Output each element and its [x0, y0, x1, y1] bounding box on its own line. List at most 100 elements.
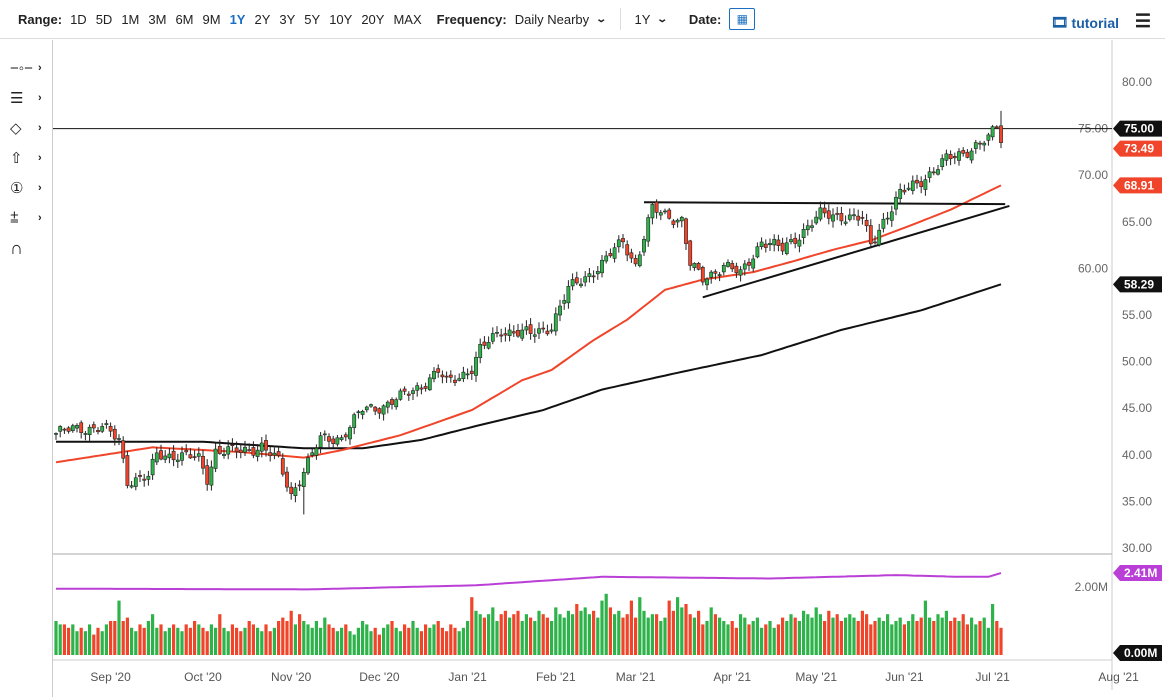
range-3y[interactable]: 3Y	[279, 11, 296, 27]
volume-bar	[499, 614, 503, 655]
hamburger-menu-icon[interactable]: ☰	[1134, 11, 1151, 31]
candle-body	[406, 393, 411, 396]
volume-bar	[419, 631, 423, 655]
volume-y-tick-label: 2.00M	[1075, 580, 1108, 594]
range-6m[interactable]: 6M	[175, 11, 194, 27]
candle-body	[150, 458, 155, 476]
range-9m[interactable]: 9M	[202, 11, 221, 27]
candle-body	[994, 126, 999, 129]
annotation-tool-button[interactable]: ① ›	[10, 176, 50, 200]
volume-bar	[495, 621, 499, 655]
candle-body	[402, 388, 407, 392]
range-5d[interactable]: 5D	[95, 11, 113, 27]
candles	[54, 110, 1003, 515]
candle-body	[852, 214, 856, 217]
volume-bar	[319, 627, 323, 655]
candle-body	[545, 330, 550, 335]
tutorial-link[interactable]: 🎞︎ tutorial	[1051, 14, 1119, 31]
volume-bar	[146, 621, 150, 655]
candle-body	[184, 450, 189, 453]
candle-body	[805, 225, 810, 231]
volume-bar	[575, 604, 579, 655]
x-tick-label: Mar '21	[616, 670, 656, 684]
volume-bar	[739, 614, 743, 655]
candle-body	[507, 329, 512, 336]
line-tool-button[interactable]: −◦− ›	[10, 56, 50, 80]
range-max[interactable]: MAX	[393, 11, 422, 27]
volume-bar	[659, 621, 663, 655]
shape-tool-button[interactable]: ◇ ›	[10, 116, 50, 140]
candle-body	[889, 211, 894, 221]
period-dropdown[interactable]: 1Y ⌄	[635, 12, 669, 27]
range-3m[interactable]: 3M	[148, 11, 167, 27]
volume-bars	[54, 593, 1003, 655]
candle-body	[982, 142, 987, 146]
volume-bar	[730, 621, 734, 655]
measure-tool-icon: ⩲	[10, 209, 19, 227]
arrow-tool-button[interactable]: ⇧ ›	[10, 146, 50, 170]
candle-body	[276, 451, 281, 457]
volume-bar	[856, 621, 860, 655]
volume-bar	[83, 631, 87, 655]
volume-bar	[881, 621, 885, 655]
candle-body	[381, 405, 386, 415]
candle-body	[175, 459, 180, 462]
candle-body	[931, 171, 936, 174]
range-1d[interactable]: 1D	[70, 11, 87, 27]
volume-bar	[688, 614, 692, 655]
candle-body	[70, 425, 75, 432]
volume-bar	[865, 614, 869, 655]
volume-bar	[323, 617, 327, 655]
range-1y[interactable]: 1Y	[229, 11, 246, 27]
candle-body	[398, 390, 403, 400]
candle-body	[923, 179, 928, 190]
candle-body	[759, 241, 764, 248]
volume-bar	[583, 607, 587, 655]
candle-body	[516, 330, 520, 337]
candle-body	[339, 437, 344, 440]
candle-body	[104, 423, 109, 425]
y-tick-label: 50.00	[1122, 355, 1152, 369]
volume-bar	[369, 631, 373, 655]
volume-bar	[113, 621, 117, 655]
candle-body	[973, 142, 978, 149]
range-5y[interactable]: 5Y	[304, 11, 321, 27]
candle-body	[537, 328, 541, 334]
volume-bar	[54, 621, 58, 655]
frequency-dropdown[interactable]: Daily Nearby ⌄	[515, 12, 607, 27]
volume-bar	[356, 627, 360, 655]
volume-bar	[823, 621, 827, 655]
candle-body	[881, 218, 886, 229]
range-10y[interactable]: 10Y	[329, 11, 353, 27]
candle-body	[230, 444, 235, 446]
volume-bar	[176, 627, 180, 655]
candle-body	[978, 142, 982, 145]
candle-body	[222, 454, 226, 457]
magnet-tool-button[interactable]: ∩	[10, 236, 50, 260]
volume-bar	[680, 607, 684, 655]
candle-body	[528, 324, 533, 334]
volume-bar	[398, 631, 402, 655]
candle-body	[654, 201, 659, 213]
calendar-button[interactable]: ▦	[729, 8, 756, 30]
candle-body	[394, 399, 399, 408]
candle-body	[255, 449, 260, 457]
fibonacci-tool-button[interactable]: ☰ ›	[10, 86, 50, 110]
volume-bar	[760, 627, 764, 655]
candle-body	[864, 219, 869, 227]
candle-body	[663, 210, 667, 213]
volume-bar	[692, 617, 696, 655]
range-20y[interactable]: 20Y	[361, 11, 385, 27]
volume-bar	[621, 617, 625, 655]
candle-body	[54, 433, 58, 435]
y-tick-label: 65.00	[1122, 215, 1152, 229]
range-1m[interactable]: 1M	[121, 11, 140, 27]
price-tag-bg	[1113, 120, 1162, 137]
measure-tool-button[interactable]: ⩲ ›	[10, 206, 50, 230]
candle-body	[558, 305, 562, 316]
x-axis: Sep '20 Oct '20 Nov '20 Dec '20 Jan '21 Feb '…	[90, 670, 1139, 684]
y-tick-label: 60.00	[1078, 261, 1108, 275]
candle-body	[423, 386, 428, 389]
range-2y[interactable]: 2Y	[254, 11, 271, 27]
